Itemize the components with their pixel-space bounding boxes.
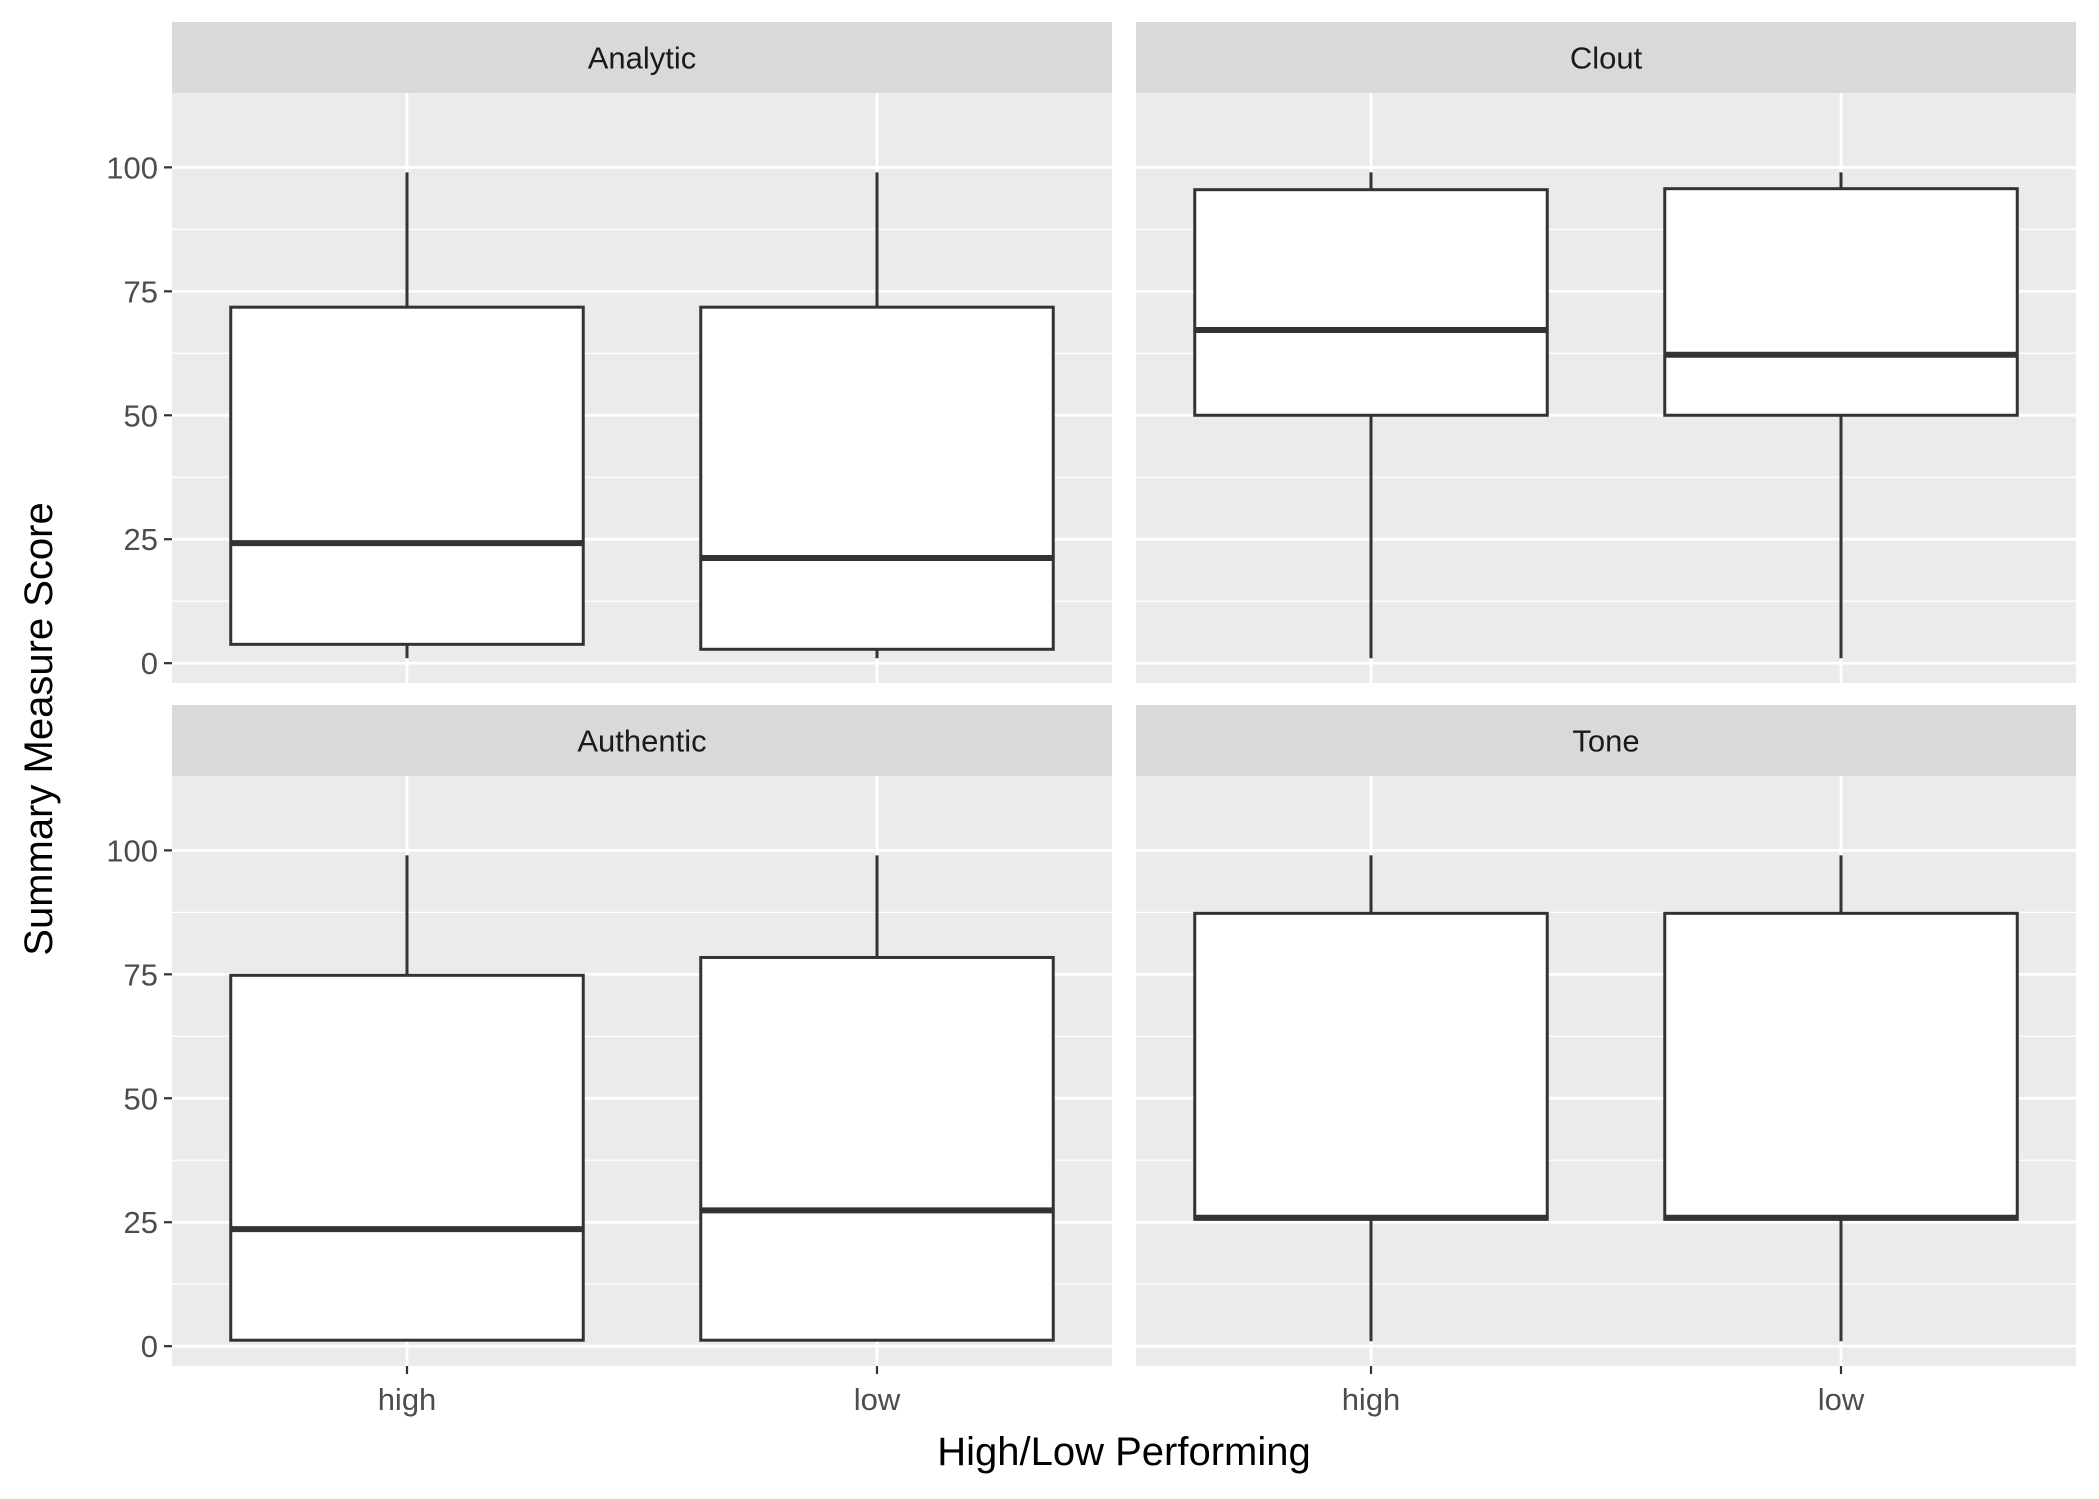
y-tick-label: 100 — [106, 150, 158, 185]
y-tick-label: 0 — [141, 646, 158, 681]
x-tick-label: high — [1342, 1382, 1401, 1417]
y-tick-label: 50 — [124, 1081, 158, 1116]
panel-strip — [172, 705, 1112, 776]
y-tick-label: 50 — [124, 398, 158, 433]
panel-title: Authentic — [577, 724, 706, 759]
y-tick-label: 25 — [124, 1205, 158, 1240]
panel-title: Clout — [1570, 41, 1643, 76]
box-clout-high — [1193, 188, 1549, 417]
x-tick-label: low — [854, 1382, 901, 1417]
box-tone-high — [1193, 911, 1549, 1221]
panel-strip — [172, 22, 1112, 93]
x-tick-label: high — [378, 1382, 437, 1417]
box-tone-low — [1663, 911, 2019, 1221]
box-clout-low — [1663, 187, 2019, 417]
box-authentic-low — [699, 955, 1055, 1342]
box-authentic-high — [229, 973, 585, 1342]
y-tick-label: 75 — [124, 274, 158, 309]
y-tick-label: 100 — [106, 833, 158, 868]
panel-title: Tone — [1572, 724, 1639, 759]
panel-strip — [1136, 22, 2076, 93]
panel-strip — [1136, 705, 2076, 776]
y-axis-title: Summary Measure Score — [17, 502, 61, 955]
y-tick-label: 75 — [124, 957, 158, 992]
box-analytic-low — [699, 305, 1055, 651]
box-analytic-high — [229, 305, 585, 646]
panel-title: Analytic — [588, 41, 697, 76]
y-tick-label: 0 — [141, 1329, 158, 1364]
x-axis-title: High/Low Performing — [937, 1430, 1311, 1474]
y-tick-label: 25 — [124, 522, 158, 557]
x-tick-label: low — [1818, 1382, 1865, 1417]
